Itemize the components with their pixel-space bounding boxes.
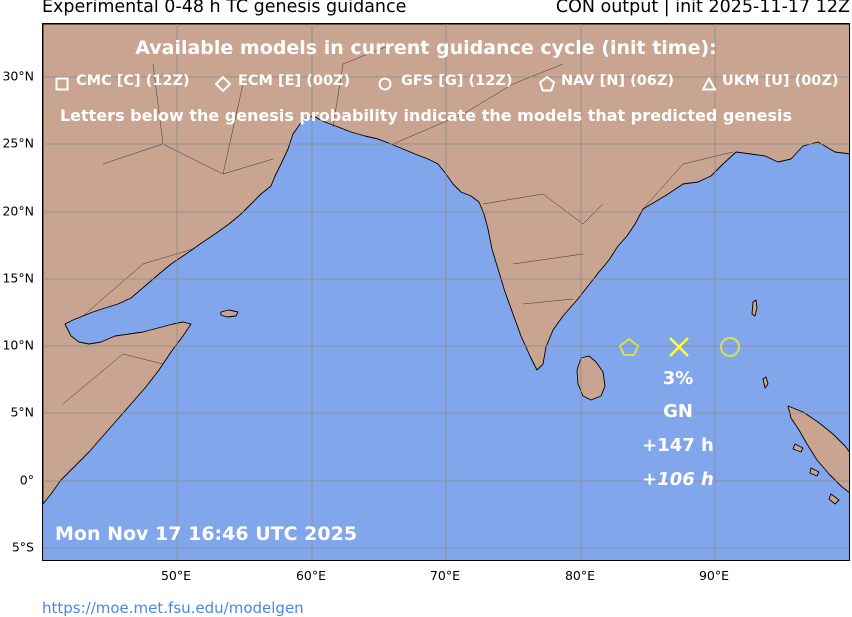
genesis-probability: 3%: [662, 368, 694, 389]
legend-ukm-label: UKM [U] (00Z): [722, 73, 839, 89]
legend-gfs-label: GFS [G] (12Z): [401, 73, 513, 89]
genesis-x-marker: [669, 337, 689, 357]
predicting-models: GN: [663, 401, 693, 422]
lat-tick-25n: 25°N: [2, 135, 34, 151]
lat-tick-5n: 5°N: [10, 404, 34, 420]
map-canvas: [43, 24, 849, 560]
lat-tick-5s: 5°S: [11, 539, 34, 555]
lat-tick-equator: 0°: [19, 472, 34, 488]
lead-time-secondary: +106 h: [642, 469, 714, 490]
gfs-circle-icon: [378, 77, 392, 91]
borders: [62, 43, 734, 405]
lon-tick-80e: 80°E: [564, 568, 596, 583]
land-socotra: [220, 309, 239, 318]
legend-cmc-label: CMC [C] (12Z): [76, 73, 190, 89]
land-islet-1: [792, 443, 804, 453]
source-url-link[interactable]: https://moe.met.fsu.edu/modelgen: [42, 599, 304, 617]
lon-tick-50e: 50°E: [160, 568, 192, 583]
land-islet-2: [809, 467, 820, 477]
gfs-circle-marker: [720, 337, 740, 357]
chart-title: Experimental 0-48 h TC genesis guidance: [42, 0, 407, 17]
lat-tick-10n: 10°N: [2, 337, 34, 353]
models-letters-note: Letters below the genesis probability in…: [59, 106, 792, 125]
lat-tick-30n: 30°N: [2, 68, 34, 84]
init-time-title: CON output | init 2025-11-17 12Z: [555, 0, 850, 17]
land-islet-3: [828, 493, 840, 505]
lead-time-primary: +147 h: [642, 435, 714, 456]
legend-nav-label: NAV [N] (06Z): [561, 73, 675, 89]
lon-tick-60e: 60°E: [295, 568, 327, 583]
nav-pentagon-marker: [618, 337, 640, 356]
map-panel: [42, 23, 850, 561]
models-heading: Available models in current guidance cyc…: [135, 37, 717, 59]
lat-tick-15n: 15°N: [2, 270, 34, 286]
land-nicobar: [762, 376, 769, 389]
storm-markers: [618, 337, 740, 357]
lon-tick-90e: 90°E: [698, 568, 730, 583]
land-sri-lanka: [576, 355, 606, 401]
lat-tick-20n: 20°N: [2, 203, 34, 219]
land-sumatra: [787, 405, 849, 493]
nav-pentagon-icon: [539, 76, 555, 92]
land-andaman: [751, 299, 758, 317]
ecm-diamond-icon: [215, 76, 231, 92]
legend-ecm-label: ECM [E] (00Z): [238, 73, 351, 89]
cmc-square-icon: [55, 77, 69, 91]
graticule: [43, 24, 849, 560]
ukm-triangle-icon: [702, 77, 716, 91]
lon-tick-70e: 70°E: [429, 568, 461, 583]
generation-timestamp: Mon Nov 17 16:46 UTC 2025: [55, 523, 358, 545]
